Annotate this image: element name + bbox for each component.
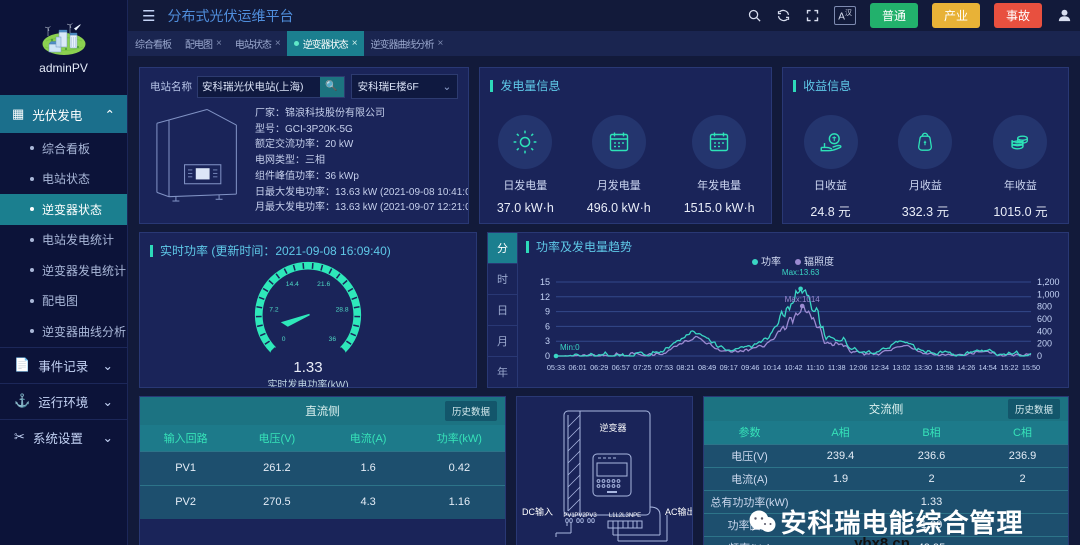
svg-text:200: 200 — [1037, 339, 1052, 349]
svg-text:06:01: 06:01 — [568, 363, 586, 372]
svg-text:12:06: 12:06 — [849, 363, 867, 372]
svg-text:Max:13.63: Max:13.63 — [782, 268, 820, 277]
svg-text:9: 9 — [545, 307, 550, 317]
svg-text:13:58: 13:58 — [935, 363, 953, 372]
svg-text:L1L2L3NPE: L1L2L3NPE — [609, 513, 641, 519]
svg-text:AC输出: AC输出 — [665, 506, 693, 517]
svg-text:36: 36 — [329, 336, 337, 343]
svg-text:14:54: 14:54 — [979, 363, 997, 372]
svg-text:600: 600 — [1037, 314, 1052, 324]
svg-text:PV3: PV3 — [585, 513, 597, 519]
svg-text:09:17: 09:17 — [720, 363, 738, 372]
svg-text:400: 400 — [1037, 326, 1052, 336]
svg-text:Max:1014: Max:1014 — [785, 295, 821, 304]
svg-text:0: 0 — [1037, 351, 1042, 361]
svg-text:0: 0 — [282, 336, 286, 343]
svg-text:10:42: 10:42 — [784, 363, 802, 372]
svg-text:05:33: 05:33 — [547, 363, 565, 372]
svg-text:09:46: 09:46 — [741, 363, 759, 372]
svg-text:28.8: 28.8 — [336, 306, 349, 313]
svg-text:14:26: 14:26 — [957, 363, 975, 372]
svg-text:800: 800 — [1037, 302, 1052, 312]
svg-text:7.2: 7.2 — [269, 306, 279, 313]
svg-text:1,000: 1,000 — [1037, 289, 1060, 299]
svg-text:14.4: 14.4 — [286, 281, 299, 288]
svg-text:08:21: 08:21 — [676, 363, 694, 372]
svg-text:DC输入: DC输入 — [522, 506, 553, 517]
svg-text:11:38: 11:38 — [828, 363, 846, 372]
svg-text:11:10: 11:10 — [806, 363, 824, 372]
svg-text:08:49: 08:49 — [698, 363, 716, 372]
svg-text:Min:0: Min:0 — [560, 343, 580, 352]
svg-text:12:34: 12:34 — [871, 363, 889, 372]
svg-text:06:57: 06:57 — [612, 363, 630, 372]
svg-text:13:02: 13:02 — [892, 363, 910, 372]
svg-text:07:53: 07:53 — [655, 363, 673, 372]
svg-text:1,200: 1,200 — [1037, 277, 1060, 287]
svg-text:15:22: 15:22 — [1000, 363, 1018, 372]
svg-text:07:25: 07:25 — [633, 363, 651, 372]
svg-text:21.6: 21.6 — [317, 281, 330, 288]
svg-text:10:14: 10:14 — [763, 363, 781, 372]
svg-text:0: 0 — [545, 351, 550, 361]
svg-text:3: 3 — [545, 336, 550, 346]
svg-text:15:50: 15:50 — [1022, 363, 1040, 372]
svg-text:12: 12 — [540, 292, 550, 302]
svg-text:逆变器: 逆变器 — [599, 422, 626, 433]
svg-text:15: 15 — [540, 277, 550, 287]
svg-text:06:29: 06:29 — [590, 363, 608, 372]
svg-text:6: 6 — [545, 321, 550, 331]
svg-text:13:30: 13:30 — [914, 363, 932, 372]
